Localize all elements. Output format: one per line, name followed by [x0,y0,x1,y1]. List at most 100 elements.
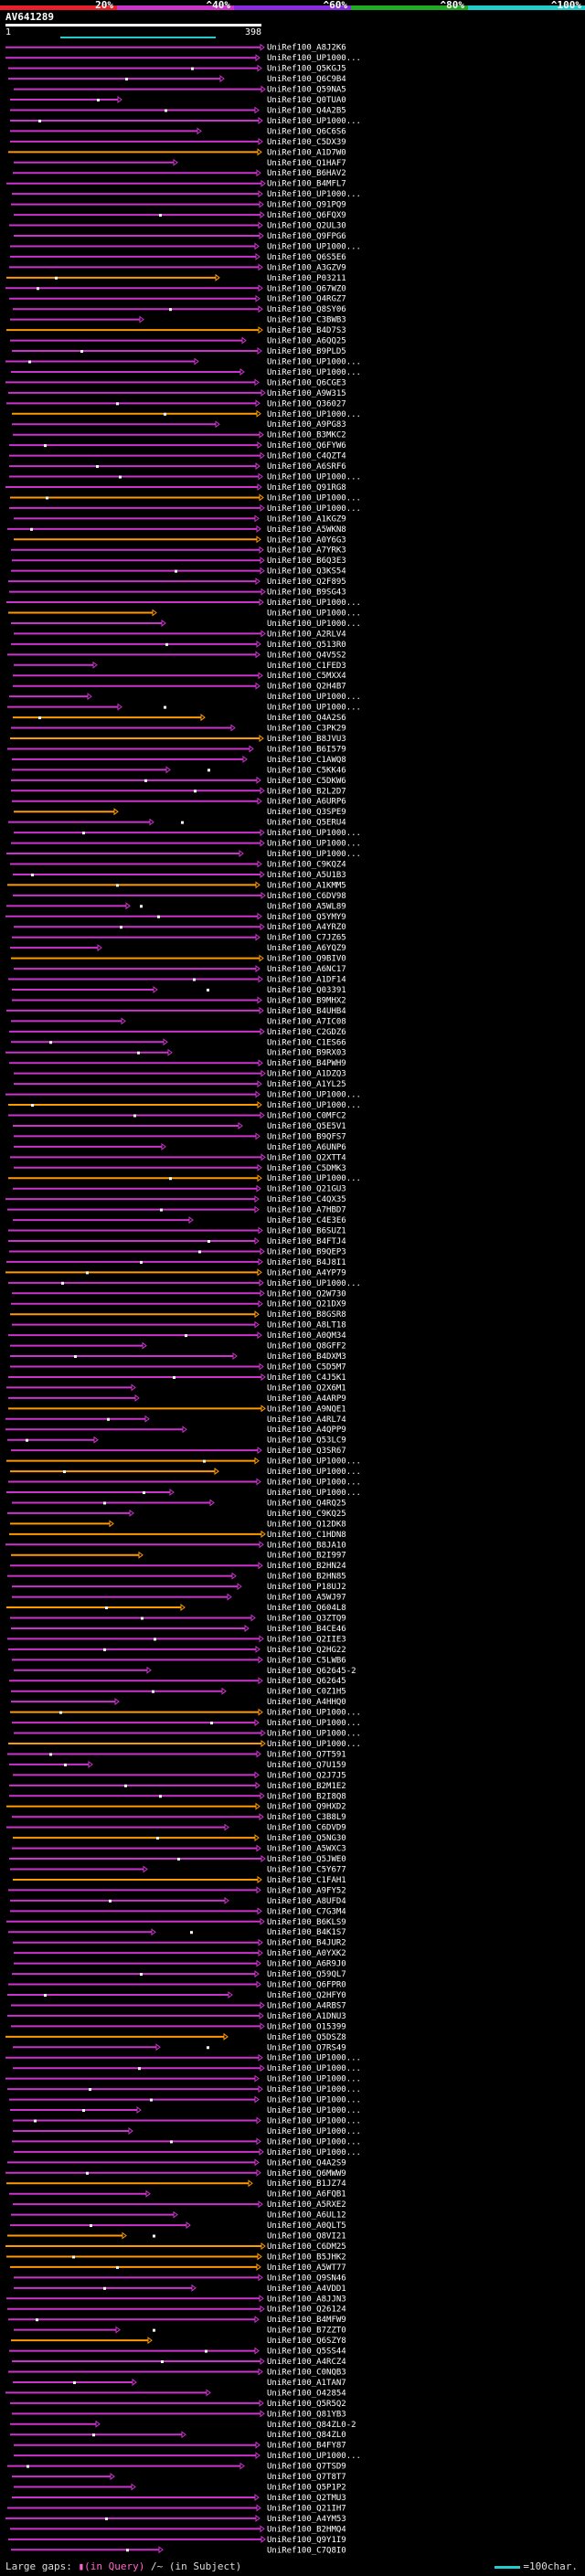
subject-label: UniRef100_Q2HG22 [267,1646,346,1655]
alignment-arrow [87,693,92,701]
subject-label: UniRef100_A8J2K6 [267,44,346,53]
alignment-arrow [224,1823,229,1831]
subject-label: UniRef100_UP1000... [267,357,361,366]
subject-label: UniRef100_UP1000... [267,850,361,859]
mismatch-dot [74,1355,77,1359]
alignment-arrow [254,1236,260,1245]
subject-label: UniRef100_UP1000... [267,2054,361,2063]
alignment-arrow [147,2337,153,2345]
subject-label: UniRef100_B2I8Q8 [267,1792,346,1801]
mismatch-dot [207,769,210,772]
subject-label: UniRef100_Q2J7J5 [267,1771,346,1780]
alignment-arrow [215,273,220,281]
alignment-arrow [258,2368,263,2376]
subject-label: UniRef100_C6DV98 [267,892,346,901]
alignment-arrow [258,284,263,292]
mismatch-dot [92,2433,95,2437]
alignment-arrow [254,1457,260,1465]
subject-label: UniRef100_A6UNP6 [267,1143,346,1152]
alignment-arrow [144,1415,150,1423]
subject-label: UniRef100_B6I579 [267,745,346,754]
alignment-arrow [261,1739,266,1747]
mismatch-dot [37,287,39,291]
alignment-arrow [215,420,220,429]
alignment-arrow [260,557,265,565]
subject-label: UniRef100_C0MFC2 [267,1111,346,1120]
alignment-arrow [258,137,263,145]
subject-label: UniRef100_Q2F895 [267,578,346,587]
subject-label: UniRef100_P03211 [267,274,346,283]
pct-bar-segment [0,5,117,10]
alignment-arrow [261,630,266,638]
subject-label: UniRef100_A4RL74 [267,1415,346,1425]
subject-label: UniRef100_B3MKC2 [267,431,346,440]
alignment-arrow [249,745,254,753]
subject-label: UniRef100_Q3ZTQ9 [267,1614,346,1623]
alignment-arrow [256,2116,261,2125]
pct-bar-segment [351,5,468,10]
pct-label: ^40% [207,0,231,11]
subject-label: UniRef100_Q6S5E6 [267,253,346,262]
alignment-arrow [255,881,261,889]
subject-label: UniRef100_Q6FYW6 [267,441,346,451]
subject-label: UniRef100_Q9BIV0 [267,955,346,964]
scale-legend: =100char. [495,2560,578,2572]
subject-label: UniRef100_UP1000... [267,493,361,503]
mismatch-dot [194,790,197,793]
subject-label: UniRef100_Q67WZ0 [267,284,346,293]
subject-label: UniRef100_A9W315 [267,389,346,398]
subject-label: UniRef100_A9NQE1 [267,1405,346,1414]
alignment-arrow [259,2011,264,2019]
subject-label: UniRef100_A1TAN7 [267,2379,346,2388]
alignment-arrow [131,1383,136,1392]
alignment-arrow [256,1750,261,1758]
alignment-arrow [158,2546,164,2554]
alignment-arrow [254,2095,260,2104]
subject-label: UniRef100_P18UJ2 [267,1583,346,1592]
subject-label: UniRef100_Q4V5S2 [267,651,346,660]
subject-label: UniRef100_B4MFL7 [267,180,346,189]
alignment-arrow [255,651,261,659]
subject-label: UniRef100_B4FY87 [267,2442,346,2451]
alignment-arrow [117,96,122,104]
subject-label: UniRef100_UP1000... [267,1730,361,1739]
alignment-arrow [153,985,158,993]
subject-label: UniRef100_Q59NA5 [267,86,346,95]
alignment-arrow [261,1405,266,1413]
alignment-arrow [258,1059,263,1067]
subject-label: UniRef100_Q6MWW9 [267,2169,346,2178]
mismatch-dot [161,2360,164,2364]
query-gap-legend: ▮(in Query) [78,2560,145,2572]
mismatch-dot [153,2328,155,2332]
alignment-arrow [146,1666,152,1674]
alignment-arrow [95,2420,101,2428]
subject-label: UniRef100_UP1000... [267,2096,361,2105]
alignment-arrow [254,1771,260,1779]
subject-label: UniRef100_UP1000... [267,1468,361,1477]
subject-label: UniRef100_B4PWH9 [267,1059,346,1068]
subject-label: UniRef100_A1DF14 [267,976,346,985]
subject-label: UniRef100_Q12DK8 [267,1520,346,1529]
subject-label: UniRef100_C7JZ65 [267,934,346,943]
pct-bar-segment [117,5,234,10]
subject-label: UniRef100_C3B8L9 [267,1813,346,1822]
subject-label: UniRef100_B2L2D7 [267,787,346,796]
subject-label: UniRef100_UP1000... [267,1279,361,1288]
alignment-arrow [182,1426,187,1434]
alignment-arrow [155,2043,161,2051]
mismatch-dot [105,2517,108,2520]
subject-label: UniRef100_A5U1B3 [267,871,346,880]
pct-label: ^60% [324,0,348,11]
alignment-arrow [257,1447,262,1455]
subject-label: UniRef100_B8JVU3 [267,735,346,744]
alignment-arrow [167,1048,173,1056]
subject-label: UniRef100_B6SUZ1 [267,1227,346,1236]
subject-label: UniRef100_B4K1S7 [267,1928,346,1937]
subject-label: UniRef100_B9PLD5 [267,347,346,356]
mismatch-dot [30,527,33,531]
mismatch-dot [26,1438,28,1442]
alignment-arrow [194,357,199,366]
mismatch-dot [141,1617,144,1620]
alignment-arrow [260,1247,265,1256]
subject-label: UniRef100_A7YRK3 [267,546,346,556]
